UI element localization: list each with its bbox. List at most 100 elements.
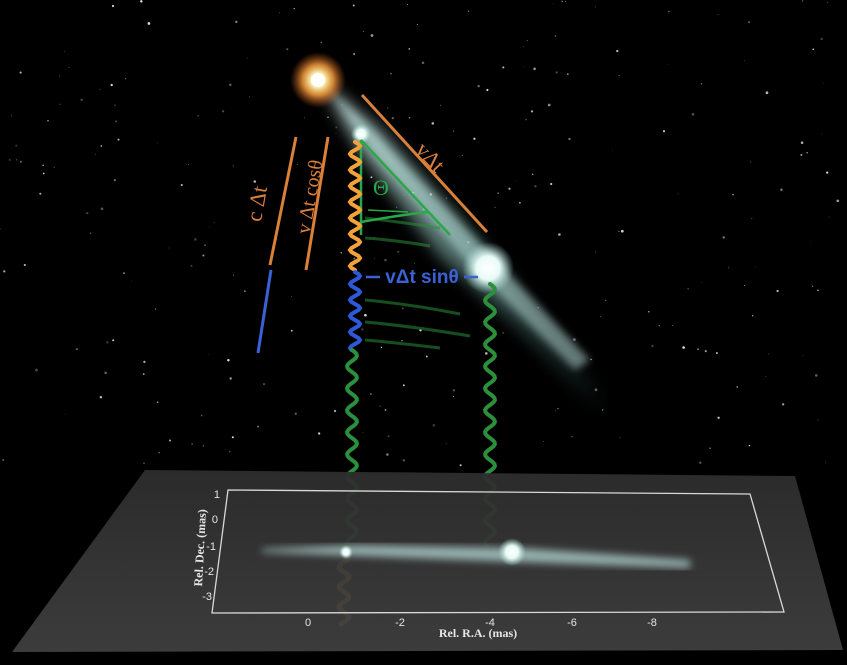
- star-dot: [459, 464, 462, 467]
- star-dot: [47, 119, 49, 122]
- star-dot: [534, 185, 537, 188]
- star-dot: [59, 103, 61, 105]
- star-dot: [618, 74, 620, 76]
- star-dot: [208, 354, 210, 356]
- star-dot: [142, 373, 145, 376]
- star-dot: [555, 410, 557, 412]
- star-dot: [667, 63, 669, 65]
- star-dot: [303, 117, 305, 119]
- star-dot: [558, 233, 561, 236]
- star-dot: [228, 450, 231, 453]
- y-ticks: 1 0 -1 -2 -3: [202, 489, 220, 603]
- star-dot: [767, 353, 769, 355]
- star-dot: [327, 116, 329, 118]
- star-dot: [293, 8, 295, 10]
- star-dot: [508, 187, 511, 190]
- star-dot: [525, 118, 527, 121]
- star-dot: [461, 154, 463, 156]
- x-tick-label: -2: [395, 617, 405, 629]
- x-tick-label: -4: [485, 617, 495, 629]
- c-delta-t-bar: [268, 136, 298, 266]
- star-dot: [728, 267, 730, 269]
- star-dot: [828, 216, 830, 218]
- star-dot: [485, 352, 488, 355]
- star-dot: [225, 449, 226, 450]
- plot-ylabel: Rel. Dec. (mas): [191, 509, 209, 587]
- star-dot: [600, 316, 601, 318]
- star-dot: [717, 416, 720, 419]
- theta-angle: [359, 139, 451, 236]
- star-dot: [386, 453, 389, 456]
- star-dot: [782, 403, 785, 406]
- star-dot: [402, 458, 406, 462]
- star-dot: [408, 48, 411, 50]
- star-dot: [425, 355, 428, 358]
- star-dot: [445, 197, 447, 199]
- star-dot: [401, 307, 404, 310]
- star-dot: [530, 110, 534, 113]
- star-dot: [191, 443, 193, 445]
- star-dot: [616, 49, 619, 53]
- star-dot: [16, 159, 17, 161]
- star-dot: [100, 145, 103, 147]
- star-dot: [732, 193, 734, 196]
- star-dot: [276, 239, 278, 241]
- star-dot: [249, 96, 251, 97]
- star-dot: [387, 435, 390, 438]
- star-dot: [130, 280, 132, 282]
- star-dot: [154, 308, 156, 310]
- star-dot: [190, 264, 193, 267]
- star-dot: [557, 408, 559, 410]
- star-dot: [751, 217, 753, 220]
- star-dot: [209, 226, 210, 228]
- glowing-star-icon: [290, 52, 346, 108]
- star-dot: [566, 73, 569, 76]
- star-dot: [232, 165, 234, 167]
- star-dot: [110, 83, 113, 87]
- star-dot: [384, 409, 387, 411]
- star-dot: [533, 67, 536, 71]
- star-dot: [421, 61, 425, 65]
- star-dot: [668, 10, 670, 13]
- star-dot: [812, 48, 815, 51]
- label-v-delta-t-sin: vΔt sinθ: [385, 267, 459, 288]
- star-dot: [8, 158, 11, 161]
- star-dot: [380, 346, 383, 348]
- star-dot: [158, 452, 160, 454]
- star-dot: [202, 445, 204, 447]
- star-dot: [699, 461, 702, 464]
- star-dot: [573, 338, 576, 341]
- star-dot: [810, 241, 812, 243]
- star-dot: [523, 46, 524, 48]
- star-dot: [826, 1, 828, 3]
- star-dot: [42, 172, 45, 175]
- star-dot: [473, 137, 476, 140]
- star-dot: [413, 263, 415, 265]
- star-dot: [736, 386, 738, 388]
- wave-orange: [347, 140, 363, 272]
- star-dot: [114, 104, 116, 106]
- star-dot: [263, 383, 265, 385]
- star-dot: [233, 274, 234, 276]
- star-dot: [23, 263, 26, 267]
- star-dot: [19, 71, 22, 74]
- star-dot: [112, 339, 115, 342]
- star-dot: [53, 166, 55, 168]
- star-dot: [231, 436, 234, 439]
- star-dot: [821, 133, 823, 135]
- star-dot: [747, 21, 750, 24]
- y-tick-label: 1: [214, 489, 220, 501]
- star-dot: [168, 247, 170, 249]
- star-dot: [334, 409, 337, 413]
- star-dot: [554, 35, 557, 37]
- star-dot: [68, 67, 70, 69]
- star-dot: [64, 413, 66, 415]
- star-dot: [94, 153, 96, 155]
- star-dot: [115, 120, 118, 123]
- star-dot: [486, 88, 489, 92]
- x-tick-label: 0: [305, 617, 311, 629]
- panel-background: [12, 470, 843, 652]
- star-dot: [755, 266, 756, 268]
- star-dot: [555, 71, 558, 74]
- star-dot: [296, 164, 298, 165]
